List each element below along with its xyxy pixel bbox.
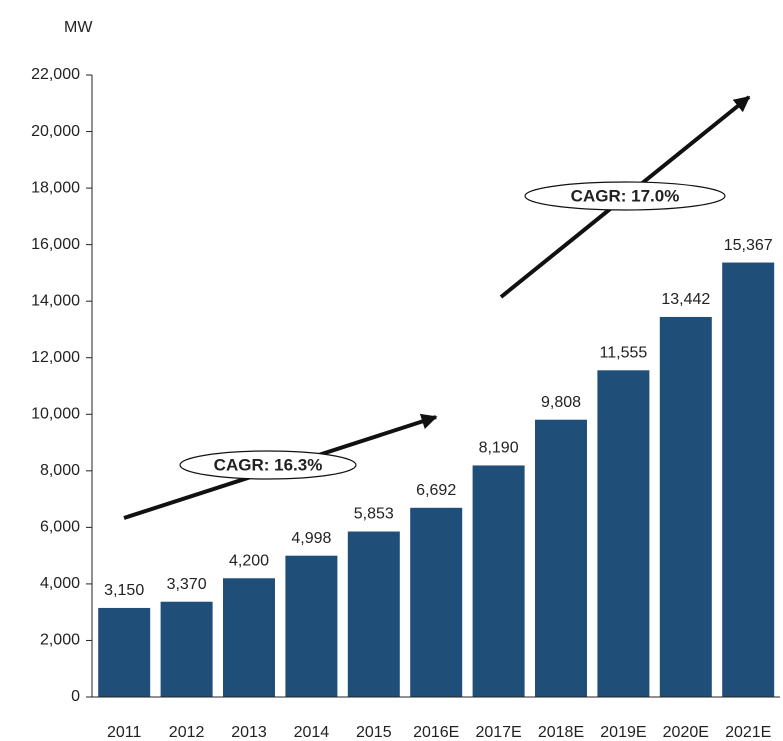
value-label: 9,808 bbox=[541, 394, 581, 411]
bar bbox=[98, 607, 151, 697]
x-tick-label: 2013 bbox=[231, 724, 267, 741]
x-tick-label: 2019E bbox=[600, 724, 646, 741]
annotation: CAGR: 16.3% bbox=[214, 455, 323, 474]
y-axis-label: MW bbox=[64, 19, 93, 36]
bar bbox=[160, 601, 213, 697]
y-tick-label: 4,000 bbox=[40, 575, 80, 592]
annotation-bubble bbox=[179, 450, 357, 480]
bar bbox=[472, 465, 525, 697]
bar bbox=[223, 578, 275, 697]
x-tick-label: 2015 bbox=[356, 724, 392, 741]
y-tick-label: 16,000 bbox=[31, 236, 80, 253]
y-tick-label: 20,000 bbox=[31, 123, 80, 140]
value-label: 8,190 bbox=[479, 440, 519, 457]
value-label: 3,370 bbox=[167, 576, 207, 593]
bar bbox=[535, 419, 587, 697]
y-tick-label: 22,000 bbox=[31, 66, 80, 83]
y-tick-label: 14,000 bbox=[31, 292, 80, 309]
bar bbox=[722, 262, 775, 697]
value-label: 6,692 bbox=[416, 482, 456, 499]
y-tick-label: 6,000 bbox=[40, 519, 80, 536]
x-tick-label: 2020E bbox=[663, 724, 709, 741]
y-tick-label: 18,000 bbox=[31, 179, 80, 196]
y-tick-label: 8,000 bbox=[40, 462, 80, 479]
x-tick-label: 2021E bbox=[725, 724, 771, 741]
bar bbox=[285, 555, 338, 697]
value-label: 4,998 bbox=[291, 530, 331, 547]
value-label: 13,442 bbox=[661, 291, 710, 308]
bar bbox=[659, 316, 712, 697]
y-tick-label: 12,000 bbox=[31, 349, 80, 366]
x-tick-label: 2012 bbox=[169, 724, 205, 741]
bar bbox=[597, 370, 650, 697]
x-tick-label: 2011 bbox=[107, 724, 142, 741]
y-tick-label: 0 bbox=[71, 688, 80, 705]
value-label: 4,200 bbox=[229, 552, 269, 569]
x-tick-label: 2018E bbox=[538, 724, 584, 741]
bar bbox=[410, 507, 463, 697]
x-tick-label: 2017E bbox=[475, 724, 521, 741]
x-tick-label: 2014 bbox=[294, 724, 330, 741]
x-tick-label: 2016E bbox=[413, 724, 459, 741]
value-label: 3,150 bbox=[104, 582, 144, 599]
bar bbox=[347, 531, 400, 697]
y-tick-label: 2,000 bbox=[40, 632, 80, 649]
annotation: CAGR: 17.0% bbox=[571, 186, 680, 205]
value-label: 11,555 bbox=[600, 345, 648, 362]
y-tick-label: 10,000 bbox=[31, 405, 80, 422]
annotation-bubble bbox=[524, 181, 726, 211]
value-label: 15,367 bbox=[724, 237, 773, 254]
value-label: 5,853 bbox=[354, 506, 394, 523]
